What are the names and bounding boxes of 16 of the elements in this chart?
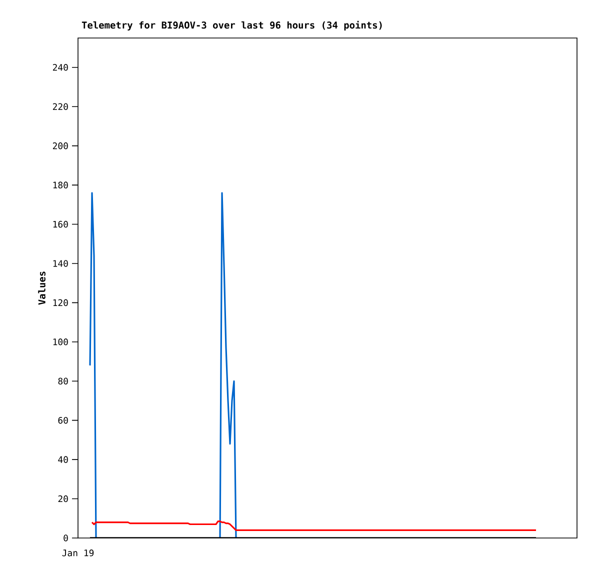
y-tick-label: 180 (53, 182, 68, 188)
y-tick-label: 20 (58, 495, 68, 502)
y-tick-label: 0 (64, 534, 68, 542)
y-tick-label: 240 (52, 64, 68, 71)
y-tick-label: 60 (58, 416, 68, 424)
y-tick-label: 220 (52, 103, 68, 110)
y-tick-label: 200 (52, 142, 68, 150)
text: Jan 19 (62, 550, 94, 556)
y-tick-label: 80 (58, 378, 68, 385)
y-tick-label: 140 (53, 260, 68, 267)
y-tick-label: 120 (53, 299, 68, 306)
y-tick-label: 40 (58, 456, 68, 463)
y-tick-label: 100 (53, 338, 68, 346)
y-axis-title: Values (38, 272, 46, 305)
y-tick-label: 160 (53, 220, 68, 228)
chart-title: Telemetry for BI9AOV-3 over last 96 hours (34 points) (82, 20, 382, 30)
